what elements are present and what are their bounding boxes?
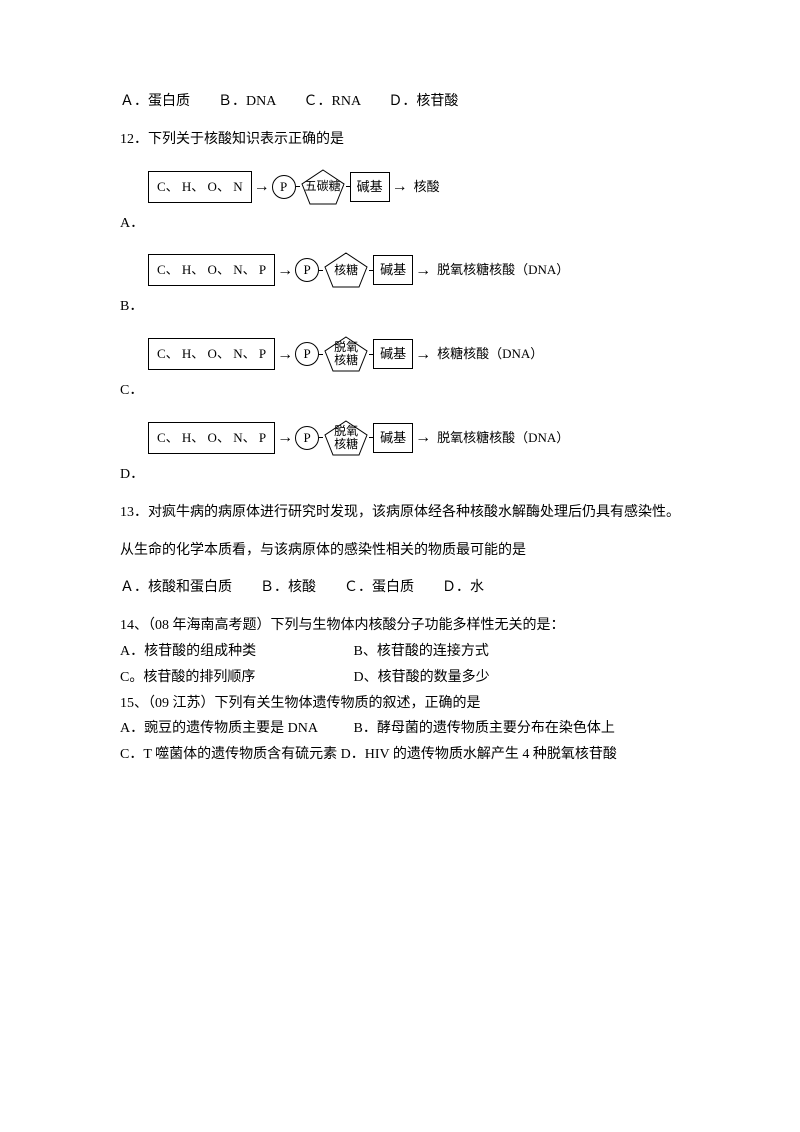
q12-a-letter: A． — [120, 212, 680, 236]
q14-optC: C。核苷酸的排列顺序 — [120, 666, 350, 690]
arrow-icon: → — [277, 257, 293, 284]
q13-stem-2: 从生命的化学本质看，与该病原体的感染性相关的物质最可能的是 — [120, 539, 680, 563]
q12-c-letter: C． — [120, 379, 680, 403]
q12-a-elements: C、 H、 O、 N — [148, 171, 252, 203]
q13-stem-1: 13．对疯牛病的病原体进行研究时发现，该病原体经各种核酸水解酶处理后仍具有感染性… — [120, 501, 680, 525]
q12-c-base: 碱基 — [373, 339, 413, 369]
q15-row2: C．T 噬菌体的遗传物质含有硫元素 D．HIV 的遗传物质水解产生 4 种脱氧核… — [120, 743, 680, 767]
q12-c-diagram: C、 H、 O、 N、 P → P 脱氧 核糖 碱基 → 核糖核酸（DNA） — [148, 333, 543, 375]
q12-c-elements: C、 H、 O、 N、 P — [148, 338, 275, 370]
q12-c-sugar: 脱氧 核糖 — [323, 335, 369, 373]
q12-a-sugar: 五碳糖 — [300, 168, 346, 206]
q12-d-letter: D． — [120, 463, 680, 487]
q12-stem: 12．下列关于核酸知识表示正确的是 — [120, 128, 680, 152]
q15-stem: 15、（09 江苏）下列有关生物体遗传物质的叙述，正确的是 — [120, 692, 680, 716]
q11-options: Ａ．蛋白质 Ｂ．DNA Ｃ．RNA Ｄ．核苷酸 — [120, 90, 680, 114]
q12-option-d: C、 H、 O、 N、 P → P 脱氧 核糖 碱基 → 脱氧核糖核酸（DNA） — [120, 417, 680, 459]
q15: 15、（09 江苏）下列有关生物体遗传物质的叙述，正确的是 A．豌豆的遗传物质主… — [120, 692, 680, 767]
q12-b-elements: C、 H、 O、 N、 P — [148, 254, 275, 286]
q12-d-diagram: C、 H、 O、 N、 P → P 脱氧 核糖 碱基 → 脱氧核糖核酸（DNA） — [148, 417, 569, 459]
arrow-icon: → — [254, 173, 270, 200]
arrow-icon: → — [277, 424, 293, 451]
q12-b-diagram: C、 H、 O、 N、 P → P 核糖 碱基 → 脱氧核糖核酸（DNA） — [148, 249, 569, 291]
q12-a-base: 碱基 — [350, 172, 390, 202]
q12-option-b: C、 H、 O、 N、 P → P 核糖 碱基 → 脱氧核糖核酸（DNA） — [120, 249, 680, 291]
q12-c-product: 核糖核酸（DNA） — [437, 343, 543, 365]
q14-optA: A．核苷酸的组成种类 — [120, 640, 350, 664]
q12-b-base: 碱基 — [373, 255, 413, 285]
q12-option-a: C、 H、 O、 N → P 五碳糖 碱基 → 核酸 — [120, 166, 680, 208]
q14-optD: D、核苷酸的数量多少 — [354, 670, 490, 685]
q12-b-p: P — [295, 258, 319, 282]
arrow-icon: → — [392, 173, 408, 200]
q12-b-sugar: 核糖 — [323, 251, 369, 289]
q12-b-product: 脱氧核糖核酸（DNA） — [437, 259, 569, 281]
q12-d-sugar: 脱氧 核糖 — [323, 419, 369, 457]
q15-optCD: C．T 噬菌体的遗传物质含有硫元素 D．HIV 的遗传物质水解产生 4 种脱氧核… — [120, 747, 617, 762]
arrow-icon: → — [415, 257, 431, 284]
q15-optB: B．酵母菌的遗传物质主要分布在染色体上 — [354, 721, 615, 736]
q12-d-elements: C、 H、 O、 N、 P — [148, 422, 275, 454]
q12-a-p: P — [272, 175, 296, 199]
q12-d-p: P — [295, 426, 319, 450]
q12-option-c: C、 H、 O、 N、 P → P 脱氧 核糖 碱基 → 核糖核酸（DNA） — [120, 333, 680, 375]
q12-b-letter: B． — [120, 295, 680, 319]
q14-row1: A．核苷酸的组成种类 B、核苷酸的连接方式 — [120, 640, 680, 664]
q14: 14、（08 年海南高考题）下列与生物体内核酸分子功能多样性无关的是： A．核苷… — [120, 614, 680, 689]
q12-d-base: 碱基 — [373, 423, 413, 453]
arrow-icon: → — [415, 424, 431, 451]
q14-optB: B、核苷酸的连接方式 — [354, 644, 489, 659]
q12-a-diagram: C、 H、 O、 N → P 五碳糖 碱基 → 核酸 — [148, 166, 440, 208]
q13-options: Ａ．核酸和蛋白质 Ｂ．核酸 Ｃ．蛋白质 Ｄ．水 — [120, 576, 680, 600]
q14-row2: C。核苷酸的排列顺序 D、核苷酸的数量多少 — [120, 666, 680, 690]
arrow-icon: → — [277, 341, 293, 368]
q12-a-product: 核酸 — [414, 176, 440, 198]
q12-d-product: 脱氧核糖核酸（DNA） — [437, 427, 569, 449]
arrow-icon: → — [415, 341, 431, 368]
q15-optA: A．豌豆的遗传物质主要是 DNA — [120, 717, 350, 741]
q14-stem: 14、（08 年海南高考题）下列与生物体内核酸分子功能多样性无关的是： — [120, 614, 680, 638]
q12-c-p: P — [295, 342, 319, 366]
q15-row1: A．豌豆的遗传物质主要是 DNA B．酵母菌的遗传物质主要分布在染色体上 — [120, 717, 680, 741]
